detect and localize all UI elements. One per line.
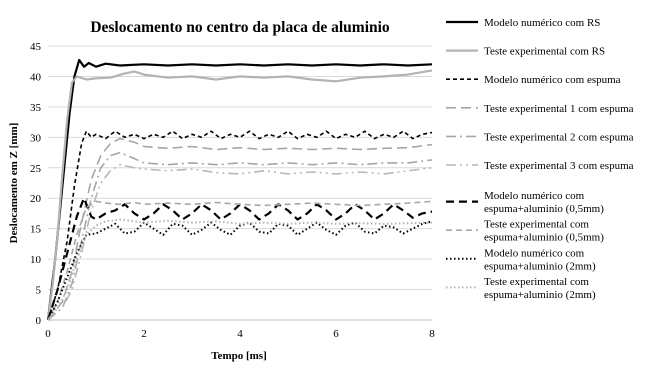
y-tick-label: 25 xyxy=(30,163,42,175)
series-line-3 xyxy=(47,130,433,321)
series-layer xyxy=(46,58,433,321)
y-tick-label: 45 xyxy=(30,41,42,53)
y-tick-label: 10 xyxy=(30,254,42,266)
series-line-10 xyxy=(47,218,433,321)
y-tick-label: 15 xyxy=(30,224,42,236)
series-line-6 xyxy=(47,163,433,321)
legend-entry-9: Modelo numérico com espuma+aluminio (2mm) xyxy=(484,247,596,272)
y-tick-label: 5 xyxy=(36,285,42,297)
legend-entry-4: Teste experimental 1 com espuma xyxy=(484,103,634,115)
y-tick-label: 30 xyxy=(30,132,42,144)
x-axis-label: Tempo [ms] xyxy=(211,350,267,362)
y-tick-label: 35 xyxy=(30,102,42,114)
legend-entry-6: Teste experimental 3 com espuma xyxy=(484,160,634,172)
legend-entry-5: Teste experimental 2 com espuma xyxy=(484,131,634,143)
legend-entry-3: Modelo numérico com espuma xyxy=(484,74,621,86)
series-line-1 xyxy=(46,58,433,321)
series-line-8 xyxy=(47,200,433,321)
series-line-4 xyxy=(47,137,433,321)
legend-entry-10: Teste experimental com espuma+aluminio (2… xyxy=(484,276,596,301)
legend-entry-2: Teste experimental com RS xyxy=(484,46,605,58)
legend-entry-1: Modelo numérico com RS xyxy=(484,17,600,29)
x-tick-label: 2 xyxy=(141,328,147,340)
legend-entry-7: Modelo numérico com espuma+aluminio (0,5m… xyxy=(484,190,604,215)
series-line-9 xyxy=(47,220,433,321)
series-line-7 xyxy=(46,197,433,321)
series-line-2 xyxy=(46,69,433,321)
series-line-5 xyxy=(47,151,433,321)
y-axis-label: Deslocamento em Z [mm] xyxy=(8,123,20,244)
legend-entry-8: Teste experimental com espuma+aluminio (0… xyxy=(484,219,604,244)
x-tick-label: 4 xyxy=(237,328,243,340)
chart-title: Deslocamento no centro da placa de alumi… xyxy=(90,19,390,36)
x-tick-label: 8 xyxy=(429,328,435,340)
x-tick-label: 6 xyxy=(333,328,339,340)
axis-layer: 0 5 10 15 20 25 30 35 40 45 0 2 4 6 8 xyxy=(30,41,435,340)
y-tick-label: 20 xyxy=(30,193,42,205)
y-tick-label: 0 xyxy=(36,315,42,327)
x-tick-label: 0 xyxy=(45,328,51,340)
legend: Modelo numérico com RS Teste experimental… xyxy=(446,17,634,301)
grid-layer xyxy=(48,45,432,291)
y-tick-label: 40 xyxy=(30,71,42,83)
